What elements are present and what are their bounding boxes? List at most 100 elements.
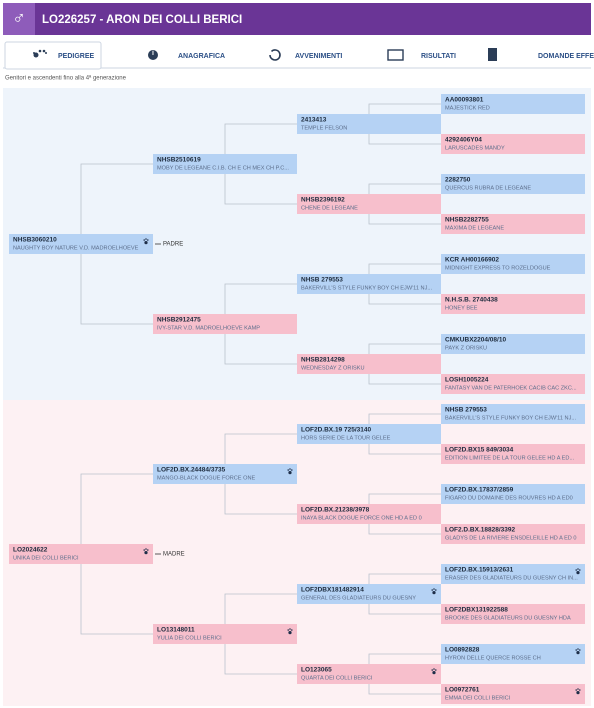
paw-dot	[291, 629, 293, 631]
dog-code: 4292406Y04	[445, 137, 482, 144]
dog-name: BROOKE DES GLADIATEURS DU GUESNY HDA	[445, 615, 571, 621]
dog-code: LOF2D.BX.21238/3978	[301, 507, 370, 514]
dog-name: MIDNIGHT EXPRESS TO ROZELDOGUE	[445, 265, 551, 271]
connector	[80, 244, 153, 325]
dog-name: IVY-STAR V.D. MADROELHOEVE KAMP	[157, 325, 260, 331]
dog-code: KCR AH00166902	[445, 257, 499, 264]
dog-name: INAYA BLACK DOGUE FORCE ONE HD A ED 0	[301, 515, 422, 521]
dog-code: LOF2DBX181482914	[301, 587, 364, 594]
paw-dot	[575, 569, 577, 571]
paw-dot	[433, 588, 435, 590]
paw-dot	[144, 241, 148, 245]
dog-box[interactable]	[441, 524, 585, 544]
tab-icons	[33, 48, 497, 61]
connector	[224, 123, 297, 164]
dog-code: NHSB 279553	[445, 407, 487, 414]
dog-name: MAJESTICK RED	[445, 105, 490, 111]
dog-box[interactable]	[153, 464, 297, 484]
dog-code: LOF2D.BX15 849/3034	[445, 447, 514, 454]
dog-box[interactable]	[153, 154, 297, 174]
dog-box[interactable]	[297, 664, 441, 684]
dog-name: HORS SERIE DE LA TOUR GELEE	[301, 435, 391, 441]
paw-dot	[435, 589, 437, 591]
dog-name: BAKERVILL'S STYLE FUNKY BOY CH EJW'11 NJ…	[301, 285, 432, 291]
dog-name: QUERCUS RUBRA DE LEGEANE	[445, 185, 531, 191]
dog-code: NHSB2510619	[157, 157, 201, 164]
tab-label[interactable]: ANAGRAFICA	[178, 53, 225, 60]
dog-box[interactable]	[441, 444, 585, 464]
paw-dot	[576, 691, 580, 695]
dog-box[interactable]	[297, 504, 441, 524]
dog-box[interactable]	[441, 254, 585, 274]
tab-label[interactable]: PEDIGREE	[58, 53, 95, 60]
dog-code: 2413413	[301, 117, 327, 124]
header-title: LO226257 - ARON DEI COLLI BERICI	[42, 14, 242, 26]
paw-dot	[576, 571, 580, 575]
tab-label[interactable]: DOMANDE EFFETTUATE	[538, 53, 594, 60]
dog-box[interactable]	[441, 294, 585, 314]
dog-name: FANTASY VAN DE PATERHOEK CACIB CAC ZKC..…	[445, 385, 577, 391]
paw-dot	[435, 669, 437, 671]
dog-box[interactable]	[297, 274, 441, 294]
paw-dot	[147, 239, 149, 241]
dog-box[interactable]	[9, 544, 153, 564]
dog-code: 2282750	[445, 177, 471, 184]
tab-label[interactable]: AVVENIMENTI	[295, 53, 342, 60]
dog-box[interactable]	[441, 684, 585, 704]
dog-code: LOF2.D.BX.18828/3392	[445, 527, 515, 534]
dog-box[interactable]	[441, 134, 585, 154]
dog-name: CHENE DE LEGEANE	[301, 205, 358, 211]
paw-icon	[575, 648, 581, 655]
paw-dot	[431, 589, 434, 591]
parent-label: PADRE	[163, 242, 183, 248]
paw-icon	[575, 568, 581, 575]
dog-box[interactable]	[297, 114, 441, 134]
dog-box[interactable]	[441, 374, 585, 394]
dog-name: BAKERVILL'S STYLE FUNKY BOY CH EJW'11 NJ…	[445, 415, 576, 421]
paw-dot	[575, 649, 577, 651]
paw-icon	[287, 628, 293, 635]
dog-box[interactable]	[441, 214, 585, 234]
dog-name: EDITION LIMITEE DE LA TOUR GELEE HD A ED…	[445, 455, 575, 461]
connector	[80, 163, 153, 244]
connector	[224, 283, 297, 324]
dog-name: MOBY DE LEGEANE C.I.B. CH E CH MEX CH P.…	[157, 165, 289, 171]
sex-icon: ♂	[12, 8, 26, 28]
dog-name: MANGO-BLACK DOGUE FORCE ONE	[157, 475, 255, 481]
connector	[80, 554, 153, 635]
dog-code: N.H.S.B. 2740438	[445, 297, 498, 304]
dog-name: WEDNESDAY Z ORISKU	[301, 365, 365, 371]
dog-box[interactable]	[441, 644, 585, 664]
dog-code: CMKUBX2204/08/10	[445, 337, 506, 344]
dog-code: NHSB 279553	[301, 277, 343, 284]
dog-box[interactable]	[153, 624, 297, 644]
paw-dot	[143, 549, 145, 551]
dog-box[interactable]	[441, 334, 585, 354]
paw-dot	[577, 648, 579, 650]
dog-box[interactable]	[441, 604, 585, 624]
dog-box[interactable]	[441, 564, 585, 584]
dog-box[interactable]	[297, 194, 441, 214]
parent-label: MADRE	[163, 552, 185, 558]
dog-code: LOF2D.BX.24484/3735	[157, 467, 226, 474]
dog-box[interactable]	[9, 234, 153, 254]
dog-box[interactable]	[441, 484, 585, 504]
dog-box[interactable]	[153, 314, 297, 334]
dog-box[interactable]	[441, 94, 585, 114]
paw-icon	[143, 238, 149, 245]
paw-dot	[577, 688, 579, 690]
dog-box[interactable]	[297, 584, 441, 604]
dog-code: LOF2D.BX.17837/2859	[445, 487, 514, 494]
dog-name: HONEY BEE	[445, 305, 478, 311]
dog-code: LOSH1005224	[445, 377, 489, 384]
dog-box[interactable]	[297, 354, 441, 374]
header-bar	[3, 3, 591, 35]
dog-box[interactable]	[441, 404, 585, 424]
dog-code: NHSB2912475	[157, 317, 201, 324]
tab-label[interactable]: RISULTATI	[421, 53, 456, 60]
dog-box[interactable]	[441, 174, 585, 194]
dog-name: PAYK Z ORISKU	[445, 345, 487, 351]
connector	[224, 593, 297, 634]
dog-box[interactable]	[297, 424, 441, 444]
